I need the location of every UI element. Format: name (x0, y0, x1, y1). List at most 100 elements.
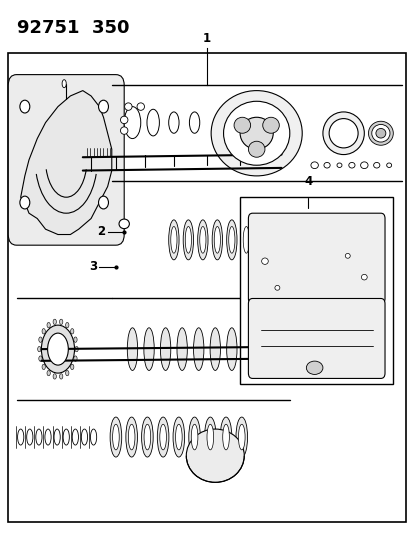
Ellipse shape (284, 220, 294, 260)
Ellipse shape (329, 227, 335, 253)
Ellipse shape (298, 220, 309, 260)
Ellipse shape (360, 162, 367, 168)
Bar (240, 197, 392, 384)
Ellipse shape (54, 429, 60, 445)
Ellipse shape (373, 163, 379, 168)
Ellipse shape (128, 424, 135, 450)
Ellipse shape (211, 91, 301, 176)
Ellipse shape (226, 220, 236, 260)
Ellipse shape (147, 109, 159, 136)
Ellipse shape (143, 328, 154, 370)
Bar (8, 53, 405, 522)
Ellipse shape (160, 328, 170, 370)
Ellipse shape (42, 329, 45, 334)
FancyBboxPatch shape (8, 75, 124, 245)
Ellipse shape (65, 370, 69, 376)
Ellipse shape (120, 127, 128, 134)
Ellipse shape (189, 112, 199, 133)
Ellipse shape (306, 361, 322, 374)
Ellipse shape (348, 163, 354, 168)
Text: 3: 3 (89, 260, 97, 273)
Ellipse shape (262, 117, 279, 133)
Ellipse shape (59, 319, 63, 325)
Ellipse shape (124, 107, 140, 139)
Ellipse shape (157, 417, 169, 457)
Ellipse shape (233, 117, 250, 133)
Ellipse shape (222, 424, 229, 450)
Ellipse shape (211, 220, 222, 260)
Ellipse shape (242, 328, 253, 370)
Ellipse shape (17, 429, 24, 445)
Ellipse shape (328, 118, 357, 148)
Ellipse shape (300, 227, 306, 253)
Ellipse shape (169, 220, 178, 260)
Ellipse shape (361, 274, 366, 280)
Ellipse shape (98, 196, 108, 209)
Ellipse shape (124, 103, 132, 110)
Ellipse shape (248, 141, 264, 157)
Ellipse shape (65, 322, 69, 328)
Ellipse shape (72, 429, 78, 445)
Ellipse shape (386, 163, 391, 167)
Ellipse shape (322, 112, 363, 155)
Ellipse shape (185, 227, 191, 253)
Ellipse shape (238, 424, 244, 450)
Ellipse shape (70, 364, 74, 369)
Ellipse shape (257, 227, 263, 253)
Ellipse shape (119, 219, 129, 229)
Ellipse shape (313, 220, 323, 260)
Ellipse shape (26, 429, 33, 445)
Ellipse shape (286, 227, 292, 253)
Ellipse shape (53, 374, 56, 379)
Ellipse shape (36, 429, 42, 445)
Text: 2: 2 (97, 225, 105, 238)
Ellipse shape (323, 163, 330, 168)
Ellipse shape (63, 429, 69, 445)
Ellipse shape (368, 122, 392, 146)
Ellipse shape (274, 286, 279, 290)
Ellipse shape (45, 429, 51, 445)
Ellipse shape (186, 429, 244, 482)
Ellipse shape (226, 328, 236, 370)
Ellipse shape (175, 424, 182, 450)
Ellipse shape (74, 356, 77, 361)
Text: 1: 1 (202, 33, 211, 45)
Ellipse shape (39, 337, 42, 342)
Ellipse shape (74, 337, 77, 342)
Ellipse shape (228, 227, 234, 253)
Ellipse shape (173, 417, 184, 457)
Ellipse shape (240, 220, 251, 260)
Ellipse shape (120, 116, 128, 124)
Ellipse shape (127, 328, 138, 370)
Ellipse shape (47, 322, 50, 328)
Ellipse shape (261, 258, 268, 264)
Ellipse shape (176, 328, 187, 370)
Ellipse shape (197, 220, 207, 260)
Ellipse shape (204, 417, 216, 457)
Ellipse shape (371, 124, 389, 142)
Ellipse shape (310, 162, 318, 168)
Ellipse shape (206, 424, 213, 450)
Ellipse shape (159, 424, 166, 450)
Ellipse shape (98, 100, 108, 113)
Ellipse shape (209, 328, 220, 370)
Ellipse shape (70, 329, 74, 334)
Ellipse shape (255, 220, 265, 260)
Ellipse shape (110, 417, 121, 457)
Ellipse shape (141, 417, 153, 457)
Ellipse shape (20, 100, 30, 113)
Ellipse shape (39, 356, 42, 361)
Ellipse shape (41, 325, 74, 373)
Ellipse shape (90, 429, 97, 445)
Ellipse shape (20, 196, 30, 209)
FancyBboxPatch shape (248, 213, 384, 304)
Ellipse shape (169, 112, 178, 133)
Ellipse shape (242, 227, 249, 253)
Ellipse shape (193, 328, 203, 370)
Text: 92751  350: 92751 350 (17, 19, 129, 37)
Ellipse shape (315, 227, 321, 253)
Ellipse shape (59, 374, 63, 379)
Ellipse shape (53, 319, 56, 325)
Ellipse shape (199, 227, 205, 253)
Polygon shape (21, 91, 112, 235)
